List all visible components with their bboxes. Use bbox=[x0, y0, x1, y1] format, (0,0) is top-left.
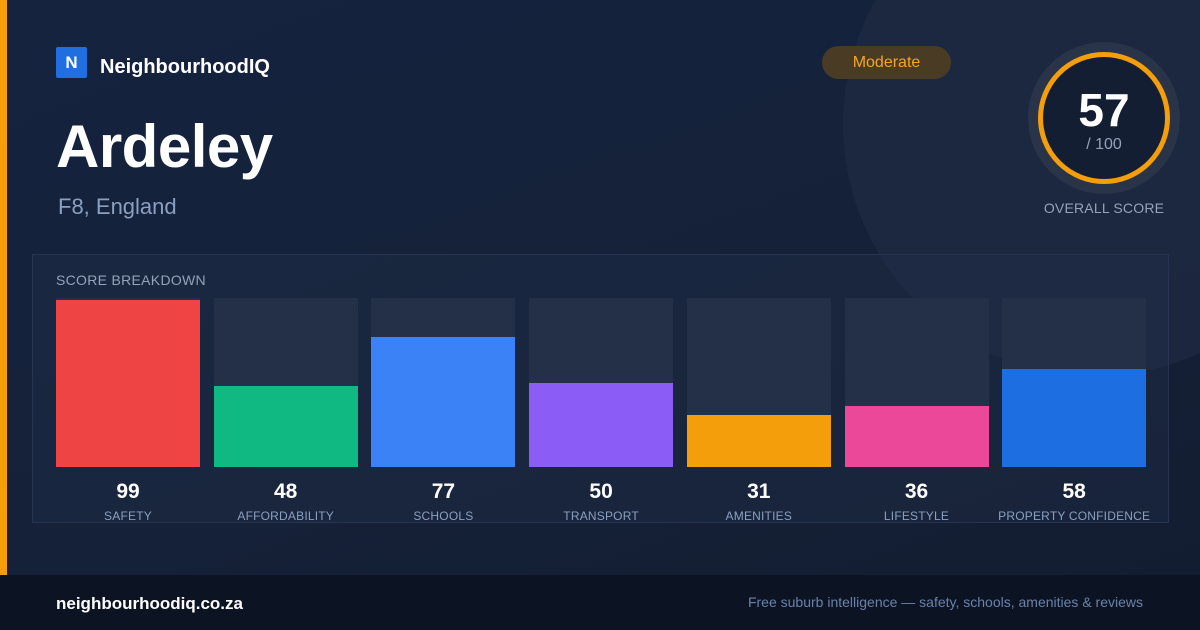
bar-fill bbox=[686, 414, 831, 467]
bar-fill bbox=[371, 336, 516, 467]
bar-value: 48 bbox=[274, 480, 298, 503]
bar-fill bbox=[56, 299, 200, 467]
bar-track bbox=[56, 298, 200, 467]
footer-site-link[interactable]: neighbourhoodiq.co.za bbox=[56, 594, 243, 613]
bar-fill bbox=[1002, 368, 1147, 467]
bar-value: 50 bbox=[589, 480, 613, 503]
bar-value: 36 bbox=[904, 480, 929, 503]
bar-label: SCHOOLS bbox=[413, 509, 474, 523]
bar-value: 58 bbox=[1062, 480, 1086, 503]
bar-value: 31 bbox=[747, 480, 771, 503]
bar-track bbox=[844, 298, 989, 467]
bar-label: AMENITIES bbox=[725, 509, 793, 523]
bar-track bbox=[529, 298, 674, 467]
overall-score-max: / 100 bbox=[1086, 136, 1122, 153]
bar-label: SAFETY bbox=[104, 509, 152, 523]
bar-label: TRANSPORT bbox=[563, 509, 639, 523]
accent-bar bbox=[0, 0, 7, 575]
bar-track bbox=[686, 298, 831, 467]
bar-value: 77 bbox=[431, 480, 456, 503]
bar-label: AFFORDABILITY bbox=[237, 509, 334, 523]
bar-track bbox=[213, 298, 358, 467]
bar-label: PROPERTY CONFIDENCE bbox=[998, 509, 1151, 523]
bar-fill bbox=[844, 406, 989, 467]
footer-tagline: Free suburb intelligence — safety, schoo… bbox=[747, 594, 1143, 610]
overall-score-value: 57 bbox=[1078, 84, 1130, 136]
overall-score-inner: 57 / 100 bbox=[1038, 52, 1170, 184]
brand-logo-icon: N bbox=[56, 47, 87, 78]
bar-fill bbox=[529, 382, 674, 467]
bar-fill bbox=[213, 385, 358, 467]
brand: N NeighbourhoodIQ bbox=[56, 46, 270, 79]
share-card: N NeighbourhoodIQ Ardeley F8, England Mo… bbox=[0, 0, 1200, 575]
overall-score-ring: 57 / 100 bbox=[1028, 42, 1180, 194]
rating-badge: Moderate bbox=[822, 46, 951, 79]
score-breakdown-panel: SCORE BREAKDOWN 99 SAFETY 48 AFFORDABILITY 7… bbox=[32, 254, 1169, 523]
breakdown-title: SCORE BREAKDOWN bbox=[56, 272, 206, 288]
bar-track bbox=[1002, 298, 1147, 467]
bar-track bbox=[371, 298, 516, 467]
place-region: F8, England bbox=[58, 194, 177, 219]
bar-value: 99 bbox=[116, 480, 140, 503]
bar-label: LIFESTYLE bbox=[883, 509, 950, 523]
overall-score-label: OVERALL SCORE bbox=[1043, 200, 1165, 216]
footer: neighbourhoodiq.co.za Free suburb intell… bbox=[0, 575, 1200, 630]
place-title: Ardeley bbox=[56, 113, 273, 180]
brand-name: NeighbourhoodIQ bbox=[100, 56, 270, 78]
